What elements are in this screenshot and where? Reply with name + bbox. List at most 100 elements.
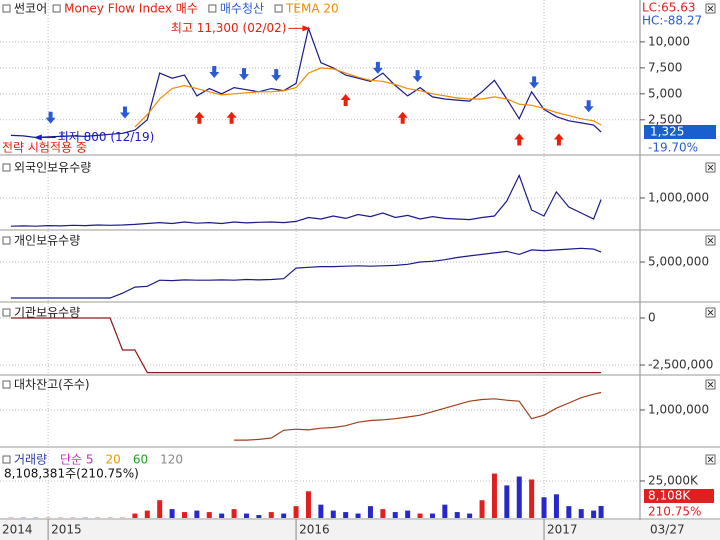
volume-bar xyxy=(243,513,249,518)
volume-bar xyxy=(553,494,559,518)
sell-arrow xyxy=(238,68,249,81)
lc-label: LC:65.63 xyxy=(642,1,695,15)
annotation-text: 최고 11,300 (02/02) xyxy=(171,21,287,35)
volume-bar xyxy=(169,509,175,518)
volume-bar xyxy=(293,506,299,518)
annotation-arrowhead xyxy=(302,25,311,32)
close-icon-x xyxy=(707,237,714,244)
panel-icon xyxy=(2,163,11,172)
volume-bar xyxy=(442,504,448,518)
volume-bar xyxy=(268,512,274,518)
sell-arrow xyxy=(372,61,383,74)
close-icon-x xyxy=(707,164,714,171)
volume-bar xyxy=(541,497,547,518)
y-tick-label: 5,000,000 xyxy=(648,255,709,269)
x-axis-strip xyxy=(0,520,720,540)
y-tick-label: 10,000 xyxy=(648,34,690,48)
volume-bar xyxy=(591,510,597,518)
buy-arrow xyxy=(553,133,564,146)
strategy-note: 전략 시험적용 중 xyxy=(2,141,87,155)
annotation-text: 최저 800 (12/19) xyxy=(58,130,155,144)
volume-bar xyxy=(231,509,237,518)
panel-icon xyxy=(2,236,11,245)
volume-bar xyxy=(256,515,262,518)
close-icon-x xyxy=(707,381,714,388)
close-icon-x xyxy=(707,456,714,463)
sell-arrow xyxy=(583,100,594,113)
volume-bar xyxy=(598,505,604,518)
volume-bar xyxy=(504,485,510,518)
volume-bar xyxy=(281,513,287,518)
panel-separators xyxy=(0,154,720,520)
volume-bar xyxy=(157,500,163,518)
volume-bar xyxy=(343,512,349,518)
volume-bar xyxy=(479,500,485,518)
change-label: 210.75% xyxy=(648,504,701,518)
last-value-label: 8,108K xyxy=(648,488,691,502)
annotation-arrowhead xyxy=(33,134,42,141)
volume-bar xyxy=(305,491,311,518)
x-tick-label: 2016 xyxy=(299,523,330,537)
panel-icon xyxy=(2,380,11,389)
last-value-box xyxy=(644,488,714,503)
panel-icon xyxy=(2,4,11,13)
volume-bar xyxy=(219,513,225,518)
y-tick-label: 2,500 xyxy=(648,112,682,126)
volume-bar xyxy=(529,479,535,518)
legend-entry: 단순 5 xyxy=(60,453,94,467)
volume-bar xyxy=(367,506,373,518)
volume-bar xyxy=(330,510,336,518)
legend-swatch xyxy=(274,4,283,13)
series-line xyxy=(234,391,602,441)
volume-bar xyxy=(578,509,584,518)
legend-entry: 매수청산 xyxy=(220,2,264,16)
volume-bar xyxy=(467,513,473,518)
volume-bar xyxy=(181,512,187,518)
x-tick-label: 2015 xyxy=(51,523,82,537)
y-tick-label: 1,000,000 xyxy=(648,190,709,204)
right-axis-area xyxy=(640,0,720,540)
buy-arrow xyxy=(194,111,205,124)
sell-arrow xyxy=(412,70,423,83)
legend-entry: 120 xyxy=(160,453,183,467)
series-line xyxy=(10,173,602,227)
last-value-label: 1,325 xyxy=(650,125,684,139)
legend-entry: TEMA 20 xyxy=(285,2,339,16)
buy-arrow xyxy=(340,94,351,107)
volume-bar xyxy=(417,513,423,518)
panel-title: 거래량 xyxy=(14,453,47,467)
y-tick-label: 25,000K xyxy=(648,473,699,487)
x-tick-label: 2014 xyxy=(2,523,33,537)
y-tick-label: -2,500,000 xyxy=(648,358,713,372)
close-icon-x xyxy=(707,309,714,316)
hc-label: HC:-88.27 xyxy=(642,14,702,28)
x-tick-label: 2017 xyxy=(547,523,578,537)
sell-arrow xyxy=(119,106,130,119)
sell-arrow xyxy=(209,66,220,79)
panel-title: 대차잔고(주수) xyxy=(14,378,90,392)
last-value-box xyxy=(644,125,716,140)
y-tick-label: 0 xyxy=(648,310,656,324)
volume-bar xyxy=(144,510,150,518)
panel-title: 썬코어 xyxy=(14,2,47,16)
sell-arrow xyxy=(529,76,540,89)
close-icon-x xyxy=(707,5,714,12)
series-line xyxy=(134,67,602,128)
panel-icon xyxy=(2,308,11,317)
y-tick-label: 1,000,000 xyxy=(648,402,709,416)
legend-swatch xyxy=(208,4,217,13)
volume-bar xyxy=(355,513,361,518)
buy-arrow xyxy=(397,111,408,124)
panel-icon xyxy=(2,455,11,464)
volume-bar xyxy=(206,512,212,518)
volume-bar xyxy=(392,512,398,518)
y-tick-label: 7,500 xyxy=(648,60,682,74)
buy-arrow xyxy=(514,133,525,146)
volume-bar xyxy=(454,512,460,518)
last-date: 03/27 xyxy=(650,523,685,537)
volume-bar xyxy=(566,506,572,518)
volume-bar xyxy=(491,473,497,518)
y-tick-label: 5,000 xyxy=(648,86,682,100)
series-line xyxy=(10,247,602,299)
